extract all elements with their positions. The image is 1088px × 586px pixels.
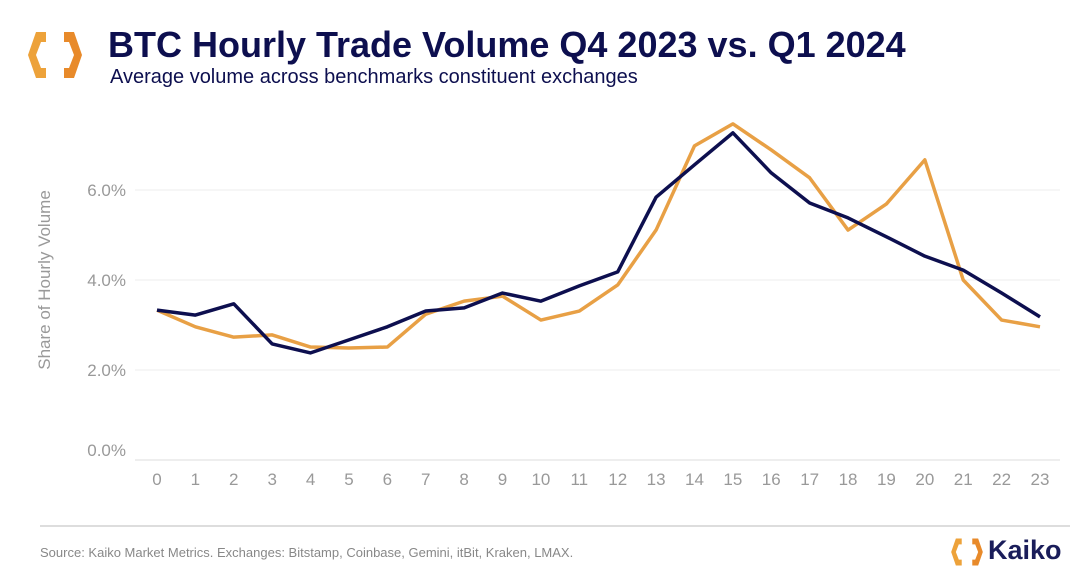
- x-tick-label: 13: [647, 470, 666, 489]
- y-tick-label: 2.0%: [87, 361, 126, 380]
- line-chart: 0.0%2.0%4.0%6.0%0 1 2 3 4 5 6 7 8 9 10 11 12 13 14 15 16…: [35, 122, 1060, 489]
- x-tick-label: 18: [839, 470, 858, 489]
- y-tick-label: 6.0%: [87, 181, 126, 200]
- x-tick-label: 8: [459, 470, 468, 489]
- source-note: Source: Kaiko Market Metrics. Exchanges:…: [40, 545, 574, 560]
- series-line-0: [156, 122, 1041, 350]
- x-tick-label: 19: [877, 470, 896, 489]
- y-axis-label: Share of Hourly Volume: [35, 190, 54, 370]
- x-tick-label: 9: [498, 470, 507, 489]
- x-tick-label: 10: [531, 470, 550, 489]
- x-tick-label: 7: [421, 470, 430, 489]
- x-tick-label: 1: [191, 470, 200, 489]
- series-line-1: [156, 131, 1041, 355]
- x-tick-label: 5: [344, 470, 353, 489]
- x-tick-label: 12: [608, 470, 627, 489]
- x-tick-label: 15: [723, 470, 742, 489]
- chart-title: BTC Hourly Trade Volume Q4 2023 vs. Q1 2…: [108, 24, 906, 65]
- x-tick-label: 22: [992, 470, 1011, 489]
- x-tick-label: 4: [306, 470, 315, 489]
- x-tick-label: 0: [152, 470, 161, 489]
- brand-name: Kaiko: [988, 535, 1062, 565]
- y-tick-label: 0.0%: [87, 441, 126, 460]
- x-tick-label: 16: [762, 470, 781, 489]
- x-tick-label: 3: [267, 470, 276, 489]
- x-tick-label: 6: [383, 470, 392, 489]
- x-tick-label: 23: [1031, 470, 1050, 489]
- y-tick-label: 4.0%: [87, 271, 126, 290]
- x-tick-label: 17: [800, 470, 819, 489]
- kaiko-brand-logo-icon: [951, 538, 983, 566]
- footer-divider: [40, 525, 1070, 527]
- x-tick-label: 20: [915, 470, 934, 489]
- x-tick-label: 2: [229, 470, 238, 489]
- kaiko-logo-icon: [28, 32, 82, 78]
- chart-subtitle: Average volume across benchmarks constit…: [110, 66, 638, 88]
- x-tick-label: 14: [685, 470, 704, 489]
- x-tick-label: 11: [570, 470, 588, 489]
- x-tick-label: 21: [954, 470, 973, 489]
